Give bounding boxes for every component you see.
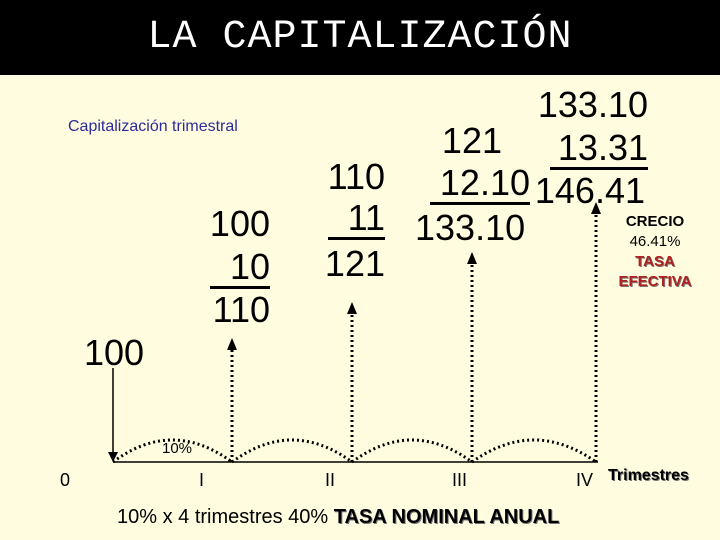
arrowhead-q3 xyxy=(467,252,477,264)
q3-capital: 121 xyxy=(441,120,502,161)
arrowhead-q1 xyxy=(227,338,237,350)
arc-q4 xyxy=(471,438,597,464)
q4-interest: 13.31 xyxy=(549,129,648,170)
timeline-label-2: II xyxy=(325,470,336,490)
arc-q3 xyxy=(351,438,473,464)
q2-total: 121 xyxy=(324,243,385,284)
arc-q1 xyxy=(112,438,233,464)
arrowhead-q4 xyxy=(591,202,601,214)
q3-total: 133.10 xyxy=(415,207,526,248)
effective-line2: 46.41% xyxy=(629,233,681,250)
initial-arrowhead xyxy=(108,452,118,462)
q4-total: 146.41 xyxy=(534,170,645,211)
q3-interest: 12.10 xyxy=(429,164,530,205)
effective-line1: CRECIO xyxy=(625,213,685,230)
timeline-label-1: I xyxy=(199,470,205,490)
initial-amount: 100 xyxy=(84,332,145,373)
arrowhead-q2 xyxy=(347,302,357,314)
effective-line3: TASA xyxy=(635,253,675,270)
timeline-label-0: 0 xyxy=(60,470,71,490)
page-title: LA CAPITALIZACIÓN xyxy=(147,15,573,60)
q1-interest: 10 xyxy=(209,248,270,289)
q1-capital: 100 xyxy=(209,203,270,244)
timeline-label-3: III xyxy=(452,470,468,490)
timeline-unit: Trimestres xyxy=(608,467,689,484)
q4-capital: 133.10 xyxy=(537,84,648,125)
title-bar: LA CAPITALIZACIÓN xyxy=(0,0,720,75)
timeline-label-4: IV xyxy=(576,470,594,490)
q1-total: 110 xyxy=(212,289,270,330)
footer-emphasis: TASA NOMINAL ANUAL xyxy=(333,506,560,528)
arc-q2 xyxy=(231,438,353,464)
effective-line4: EFECTIVA xyxy=(618,273,692,290)
footer-text: 10% x 4 trimestres 40% TASA NOMINAL ANUA… xyxy=(117,506,559,529)
q2-capital: 110 xyxy=(327,156,385,197)
rate-label: 10% xyxy=(162,440,193,457)
footer-prefix: 10% x 4 trimestres 40% xyxy=(117,506,329,528)
q2-interest: 11 xyxy=(327,199,385,240)
subtitle: Capitalización trimestral xyxy=(68,118,238,135)
